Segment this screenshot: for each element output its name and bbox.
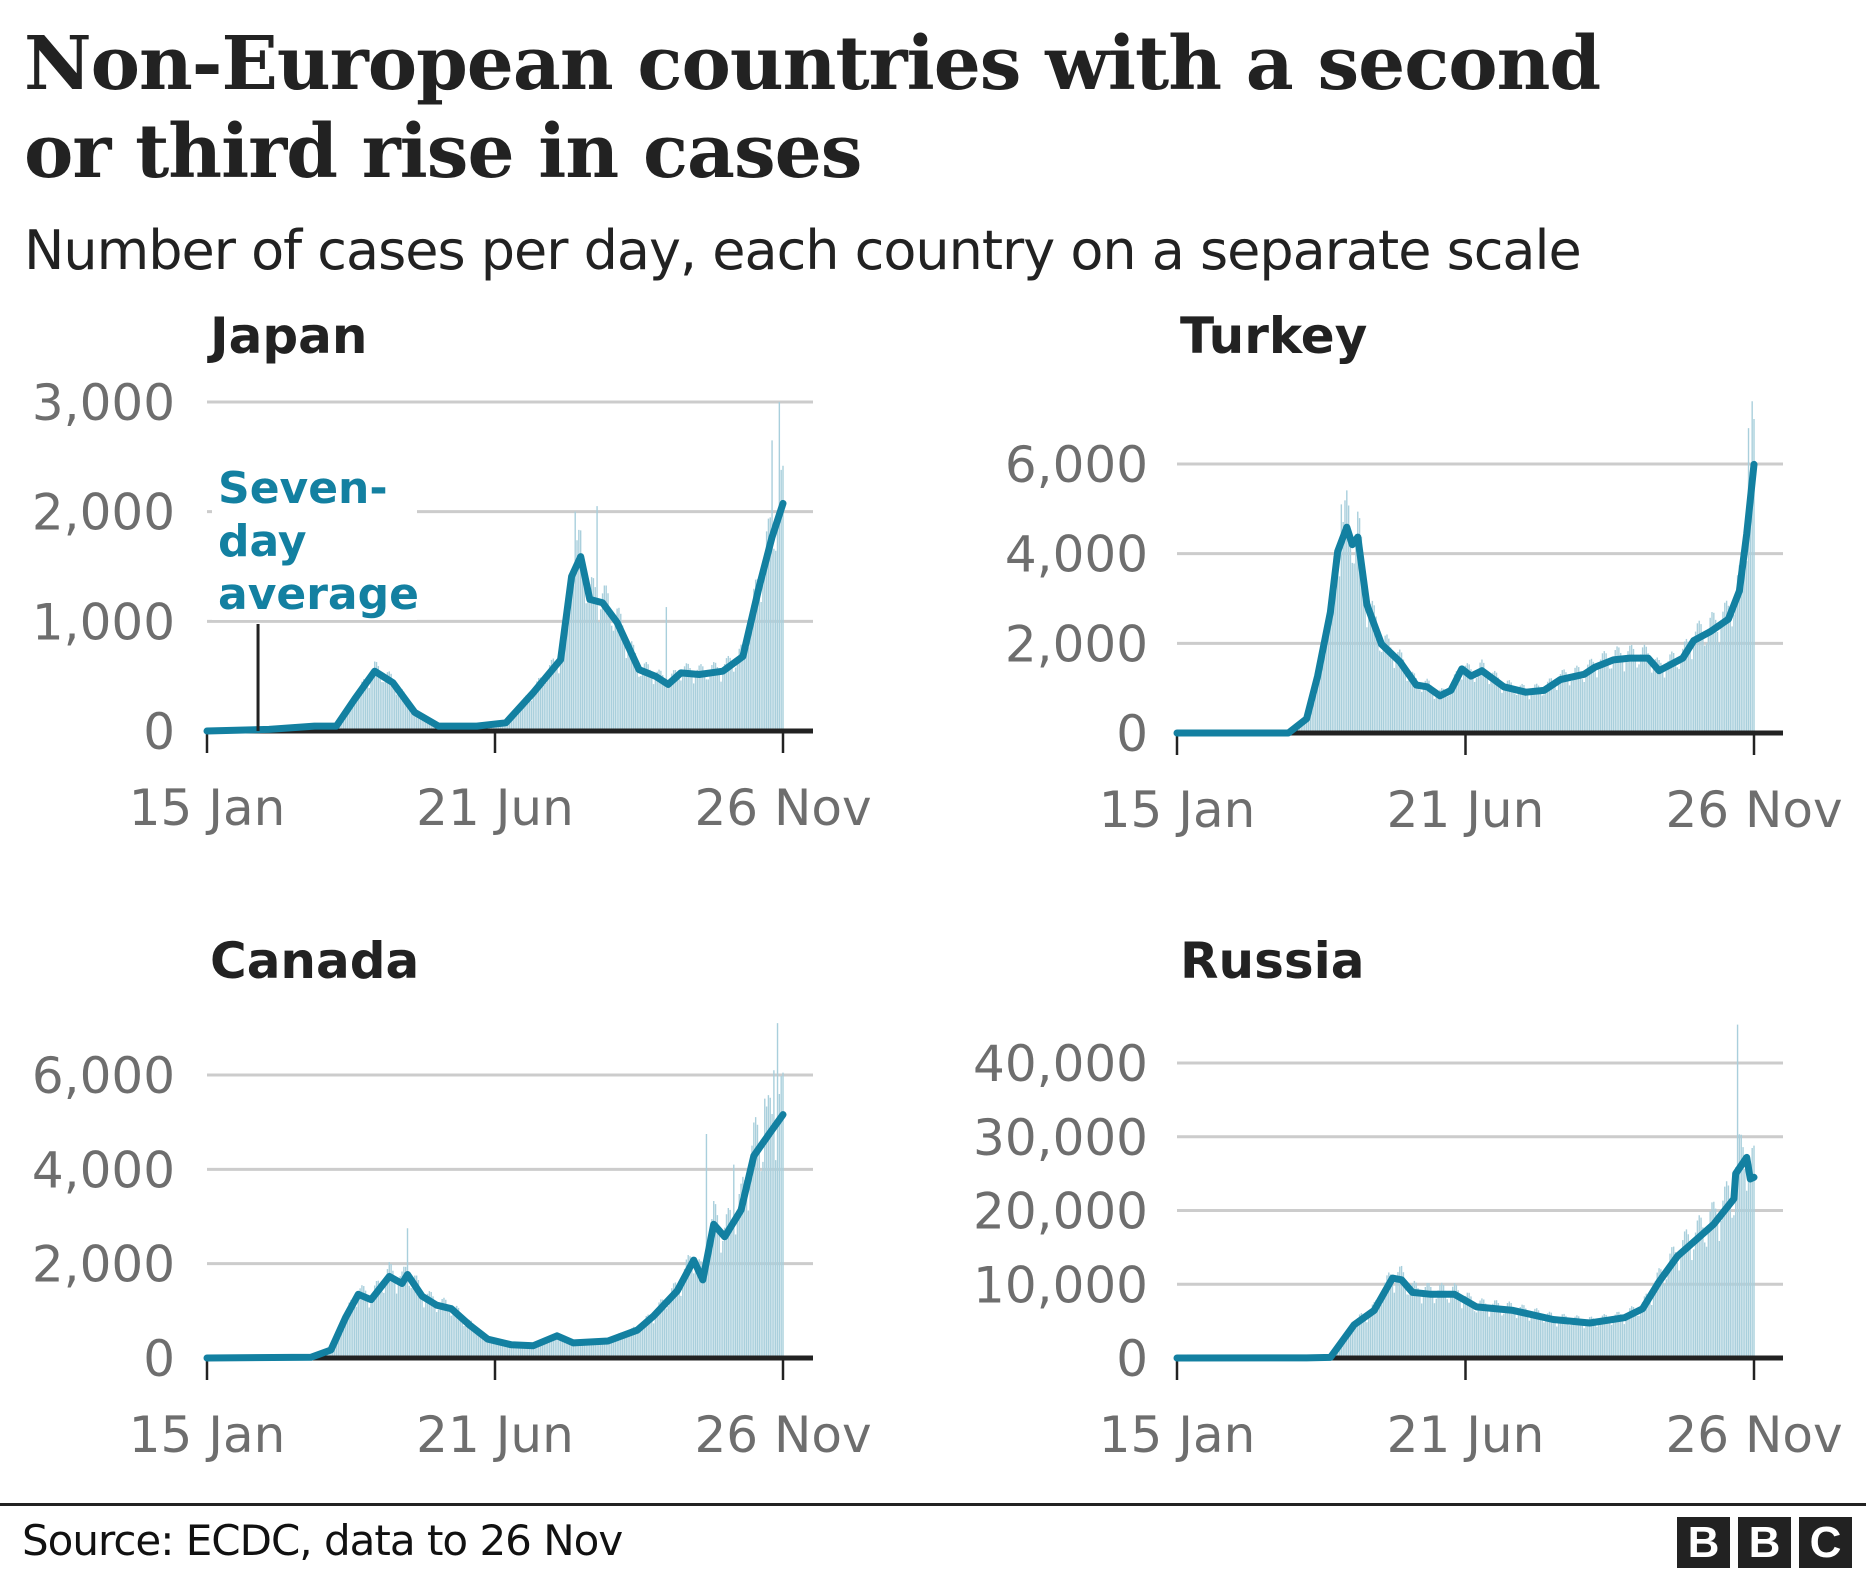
panel-title: Canada bbox=[210, 932, 419, 990]
annotation-background bbox=[212, 455, 417, 620]
x-tick-label: 21 Jun bbox=[1387, 1406, 1545, 1464]
y-tick-label: 40,000 bbox=[973, 1035, 1148, 1093]
panel-russia: Russia 0 10,000 20,000 30,000 40,000 15 Jan 21 … bbox=[973, 932, 1843, 1464]
y-tick-label: 0 bbox=[143, 1330, 175, 1388]
chart-title: Non-European countries with a second or … bbox=[24, 20, 1724, 196]
y-tick-label: 2,000 bbox=[32, 1236, 175, 1294]
y-tick-label: 3,000 bbox=[32, 374, 175, 432]
y-tick-label: 4,000 bbox=[1005, 526, 1148, 584]
x-tick-label: 15 Jan bbox=[1099, 1406, 1256, 1464]
x-tick-label: 15 Jan bbox=[129, 779, 286, 837]
annotation-label: average bbox=[218, 569, 419, 620]
y-tick-label: 0 bbox=[143, 703, 175, 761]
x-tick-label: 21 Jun bbox=[416, 1406, 574, 1464]
chart-subtitle: Number of cases per day, each country on… bbox=[24, 219, 1582, 282]
panel-title: Turkey bbox=[1180, 307, 1367, 365]
y-tick-label: 2,000 bbox=[32, 484, 175, 542]
y-tick-label: 20,000 bbox=[973, 1183, 1148, 1241]
panel-title: Russia bbox=[1180, 932, 1365, 990]
y-tick-label: 6,000 bbox=[32, 1047, 175, 1105]
seven-day-average-line bbox=[1173, 460, 1758, 737]
y-tick-label: 0 bbox=[1116, 705, 1148, 763]
seven-day-average-line bbox=[203, 1111, 787, 1362]
y-tick-label: 10,000 bbox=[973, 1256, 1148, 1314]
title-line-1: Non-European countries with a second bbox=[24, 21, 1601, 107]
daily-bars bbox=[312, 1023, 784, 1358]
y-tick-label: 6,000 bbox=[1005, 436, 1148, 494]
small-multiples-chart: Japan 0 1,000 2,000 3,000 15 Jan 21 Jun 26 Nov S… bbox=[32, 307, 1843, 1464]
panel-title: Japan bbox=[207, 307, 367, 365]
x-tick-label: 15 Jan bbox=[129, 1406, 286, 1464]
y-tick-label: 1,000 bbox=[32, 593, 175, 651]
seven-day-average-line bbox=[203, 499, 787, 735]
x-tick-label: 26 Nov bbox=[694, 1406, 871, 1464]
annotation-label: day bbox=[218, 516, 307, 567]
daily-bars bbox=[1331, 1024, 1755, 1358]
bbc-logo-letter: B bbox=[1677, 1517, 1730, 1568]
x-tick-label: 15 Jan bbox=[1099, 781, 1256, 839]
y-tick-label: 0 bbox=[1116, 1330, 1148, 1388]
annotation-label: Seven- bbox=[218, 463, 388, 514]
x-tick-label: 26 Nov bbox=[694, 779, 871, 837]
title-line-2: or third rise in cases bbox=[24, 109, 862, 195]
bbc-logo: B B C bbox=[1677, 1517, 1852, 1568]
x-tick-label: 26 Nov bbox=[1665, 781, 1842, 839]
bbc-logo-letter: B bbox=[1738, 1517, 1791, 1568]
x-tick-label: 21 Jun bbox=[1387, 781, 1545, 839]
source-note: Source: ECDC, data to 26 Nov bbox=[22, 1516, 623, 1565]
x-tick-label: 26 Nov bbox=[1665, 1406, 1842, 1464]
y-tick-label: 4,000 bbox=[32, 1141, 175, 1199]
panel-turkey: Turkey 0 2,000 4,000 6,000 15 Jan 21 Jun 26 Nov bbox=[1005, 307, 1843, 839]
y-tick-label: 2,000 bbox=[1005, 615, 1148, 673]
panel-canada: Canada 0 2,000 4,000 6,000 15 Jan 21 Jun 26 Nov bbox=[32, 932, 872, 1464]
x-tick-label: 21 Jun bbox=[416, 779, 574, 837]
bbc-logo-letter: C bbox=[1799, 1517, 1852, 1568]
panel-japan: Japan 0 1,000 2,000 3,000 15 Jan 21 Jun 26 Nov S… bbox=[32, 307, 872, 837]
y-tick-label: 30,000 bbox=[973, 1109, 1148, 1167]
footer-divider bbox=[0, 1503, 1866, 1506]
seven-day-average-line bbox=[1173, 1153, 1758, 1362]
